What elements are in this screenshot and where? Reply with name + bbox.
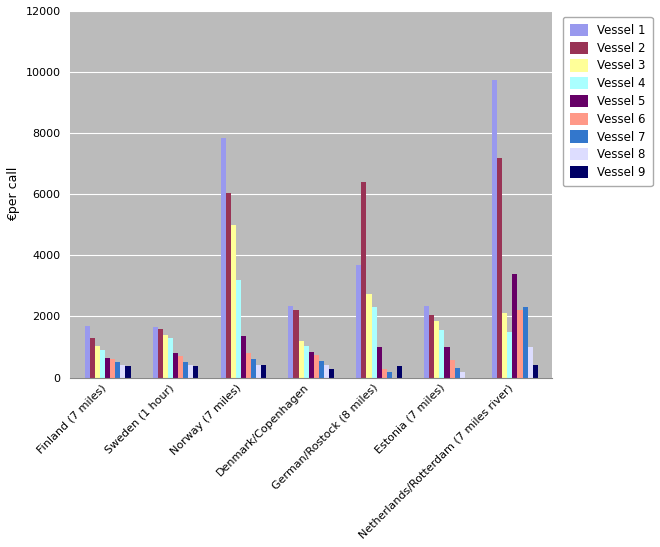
Bar [294, 310, 298, 377]
Bar [231, 225, 236, 377]
Bar [261, 365, 267, 377]
Bar [429, 315, 434, 377]
Bar [251, 359, 256, 377]
Bar [288, 306, 294, 377]
Bar [193, 366, 199, 377]
Bar [460, 372, 465, 377]
Bar [152, 327, 158, 377]
Legend: Vessel 1, Vessel 2, Vessel 3, Vessel 4, Vessel 5, Vessel 6, Vessel 7, Vessel 8, : Vessel 1, Vessel 2, Vessel 3, Vessel 4, … [563, 17, 653, 186]
Bar [508, 332, 512, 377]
Bar [95, 346, 100, 377]
Bar [533, 365, 538, 377]
Bar [372, 307, 377, 377]
Bar [226, 193, 231, 377]
Bar [512, 274, 517, 377]
Bar [115, 362, 120, 377]
Bar [397, 366, 402, 377]
Bar [381, 369, 387, 377]
Bar [314, 354, 319, 377]
Bar [434, 321, 440, 377]
Bar [377, 347, 381, 377]
Bar [178, 356, 183, 377]
Bar [163, 335, 168, 377]
Bar [304, 346, 309, 377]
Bar [84, 325, 90, 377]
Bar [424, 306, 429, 377]
Bar [523, 307, 527, 377]
Bar [527, 347, 533, 377]
Bar [329, 369, 334, 377]
Bar [246, 353, 251, 377]
Bar [324, 365, 329, 377]
Bar [319, 361, 324, 377]
Y-axis label: €per call: €per call [7, 167, 20, 222]
Bar [183, 362, 188, 377]
Bar [298, 341, 304, 377]
Bar [90, 338, 95, 377]
Bar [220, 138, 226, 377]
Bar [110, 359, 116, 377]
Bar [449, 360, 455, 377]
Bar [356, 265, 361, 377]
Bar [444, 347, 449, 377]
Bar [309, 352, 313, 377]
Bar [125, 366, 131, 377]
Bar [387, 372, 392, 377]
Bar [361, 182, 366, 377]
Bar [241, 336, 246, 377]
Bar [158, 329, 163, 377]
Bar [440, 330, 444, 377]
Bar [492, 80, 497, 377]
Bar [455, 368, 460, 377]
Bar [502, 313, 508, 377]
Bar [236, 280, 241, 377]
Bar [256, 365, 261, 377]
Bar [173, 353, 178, 377]
Bar [100, 350, 105, 377]
Bar [168, 339, 173, 377]
Bar [105, 358, 110, 377]
Bar [120, 365, 125, 377]
Bar [517, 310, 523, 377]
Bar [366, 294, 372, 377]
Bar [497, 158, 502, 377]
Bar [188, 365, 193, 377]
